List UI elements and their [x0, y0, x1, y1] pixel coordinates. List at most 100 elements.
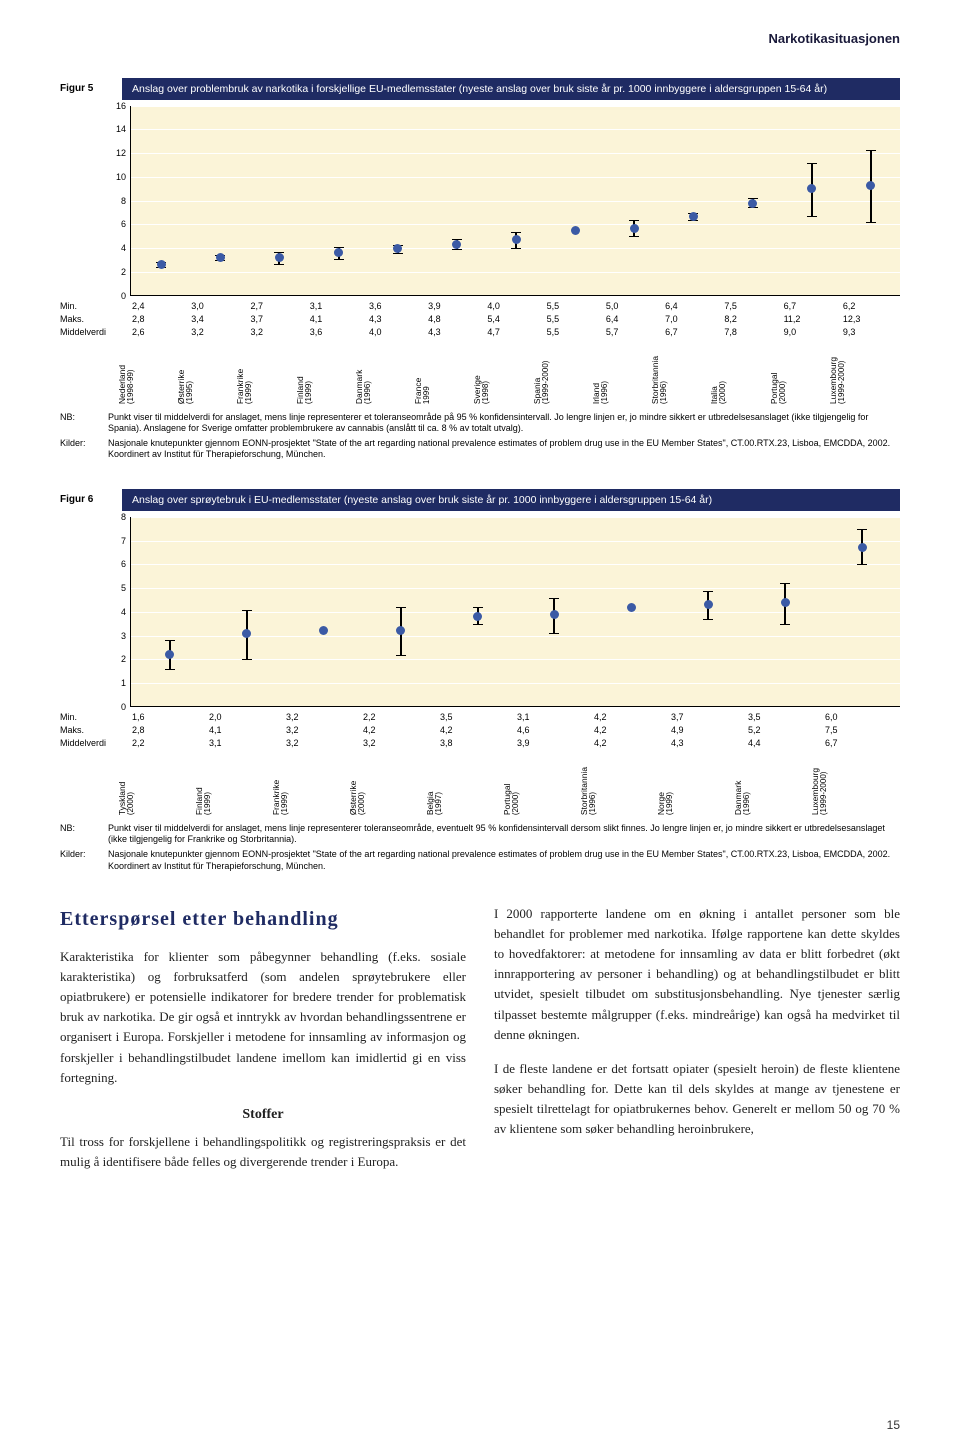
stats-column: 6,07,56,7	[823, 711, 900, 749]
y-tick: 0	[121, 290, 126, 302]
body-columns: Etterspørsel etter behandling Karakteris…	[60, 904, 900, 1186]
stats-column: 3,55,24,4	[746, 711, 823, 749]
stats-row-label: Maks.	[60, 313, 130, 325]
figure-6-nb-label: NB:	[60, 823, 108, 846]
series-point	[246, 517, 247, 706]
y-tick: 2	[121, 653, 126, 665]
y-tick: 4	[121, 606, 126, 618]
y-tick: 10	[116, 171, 126, 183]
y-tick: 5	[121, 582, 126, 594]
stats-row-label: Maks.	[60, 724, 130, 736]
stats-column: 6,47,06,7	[663, 300, 722, 338]
stats-column: 5,55,55,5	[545, 300, 604, 338]
stats-column: 6,711,29,0	[782, 300, 841, 338]
series-point	[397, 106, 398, 295]
stats-column: 4,24,24,2	[592, 711, 669, 749]
y-tick: 3	[121, 630, 126, 642]
x-axis-label: Luxembourg(1999-2000)	[841, 344, 900, 404]
y-tick: 1	[121, 677, 126, 689]
stats-column: 4,05,44,7	[485, 300, 544, 338]
y-tick: 14	[116, 123, 126, 135]
figure-5-stats: Min.Maks.Middelverdi 2,42,82,63,03,43,22…	[60, 300, 900, 338]
figure-6-label: Figur 6	[60, 489, 104, 511]
figure-6-y-axis: 012345678	[104, 517, 130, 707]
page-number: 15	[887, 1417, 900, 1433]
stats-column: 5,06,45,7	[604, 300, 663, 338]
figure-5: Figur 5 Anslag over problembruk av narko…	[60, 78, 900, 461]
stats-column: 6,212,39,3	[841, 300, 900, 338]
figure-5-x-labels: Nederland(1998-99)Østerrike(1995)Frankri…	[130, 344, 900, 404]
series-point	[338, 106, 339, 295]
body-right-p1: I 2000 rapporterte landene om en økning …	[494, 904, 900, 1045]
figure-5-plot	[130, 106, 900, 296]
series-point	[516, 106, 517, 295]
body-column-right: I 2000 rapporterte landene om en økning …	[494, 904, 900, 1186]
stats-column: 3,14,13,6	[308, 300, 367, 338]
figure-5-nb-text: Punkt viser til middelverdi for anslaget…	[108, 412, 900, 435]
figure-6-stats: Min.Maks.Middelverdi 1,62,82,22,04,13,13…	[60, 711, 900, 749]
y-tick: 16	[116, 100, 126, 112]
figure-6-plot	[130, 517, 900, 707]
stats-column: 7,58,27,8	[722, 300, 781, 338]
y-tick: 8	[121, 195, 126, 207]
series-point	[693, 106, 694, 295]
heading-ettersporsel: Etterspørsel etter behandling	[60, 904, 466, 935]
figure-5-nb-label: NB:	[60, 412, 108, 435]
series-point	[631, 517, 632, 706]
series-point	[400, 517, 401, 706]
series-point	[870, 106, 871, 295]
figure-6-x-labels: Tyskland(2000)Finland(1999)Frankrike(199…	[130, 755, 900, 815]
figure-5-kilder-text: Nasjonale knutepunkter gjennom EONN-pros…	[108, 438, 900, 461]
stats-row-label: Middelverdi	[60, 737, 130, 749]
series-point	[554, 517, 555, 706]
body-right-p2: I de fleste landene er det fortsatt opia…	[494, 1059, 900, 1140]
stats-column: 2,73,73,2	[248, 300, 307, 338]
series-point	[575, 106, 576, 295]
series-point	[169, 517, 170, 706]
series-point	[220, 106, 221, 295]
series-point	[811, 106, 812, 295]
series-point	[862, 517, 863, 706]
series-point	[708, 517, 709, 706]
figure-6-kilder-label: Kilder:	[60, 849, 108, 872]
figure-5-y-axis: 0246810121416	[104, 106, 130, 296]
figure-5-kilder-label: Kilder:	[60, 438, 108, 461]
y-tick: 6	[121, 218, 126, 230]
series-point	[477, 517, 478, 706]
stats-column: 3,23,23,2	[284, 711, 361, 749]
stats-column: 1,62,82,2	[130, 711, 207, 749]
stats-column: 3,03,43,2	[189, 300, 248, 338]
series-point	[752, 106, 753, 295]
series-point	[634, 106, 635, 295]
heading-stoffer: Stoffer	[60, 1104, 466, 1126]
stats-column: 3,54,23,8	[438, 711, 515, 749]
running-head: Narkotikasituasjonen	[60, 30, 900, 48]
series-point	[456, 106, 457, 295]
stats-column: 3,94,84,3	[426, 300, 485, 338]
stats-column: 2,24,23,2	[361, 711, 438, 749]
figure-5-label: Figur 5	[60, 78, 104, 100]
stats-row-label: Min.	[60, 711, 130, 723]
y-tick: 8	[121, 511, 126, 523]
stats-row-label: Middelverdi	[60, 326, 130, 338]
stats-column: 2,42,82,6	[130, 300, 189, 338]
series-point	[279, 106, 280, 295]
y-tick: 4	[121, 242, 126, 254]
stats-column: 2,04,13,1	[207, 711, 284, 749]
figure-6-nb-text: Punkt viser til middelverdi for anslaget…	[108, 823, 900, 846]
y-tick: 12	[116, 147, 126, 159]
y-tick: 0	[121, 701, 126, 713]
figure-6: Figur 6 Anslag over sprøytebruk i EU-med…	[60, 489, 900, 872]
body-left-p2: Til tross for forskjellene i behandlings…	[60, 1132, 466, 1172]
body-left-p1: Karakteristika for klienter som påbegynn…	[60, 947, 466, 1088]
series-point	[161, 106, 162, 295]
stats-column: 3,74,94,3	[669, 711, 746, 749]
figure-6-kilder-text: Nasjonale knutepunkter gjennom EONN-pros…	[108, 849, 900, 872]
figure-5-title: Anslag over problembruk av narkotika i f…	[122, 78, 900, 100]
y-tick: 2	[121, 266, 126, 278]
x-axis-label: Luxembourg(1999-2000)	[823, 755, 900, 815]
y-tick: 6	[121, 558, 126, 570]
y-tick: 7	[121, 535, 126, 547]
series-point	[785, 517, 786, 706]
body-column-left: Etterspørsel etter behandling Karakteris…	[60, 904, 466, 1186]
